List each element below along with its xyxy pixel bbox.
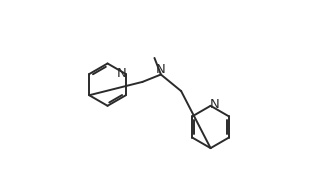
Text: N: N [117,67,127,80]
Text: N: N [210,98,219,111]
Text: N: N [155,63,165,76]
